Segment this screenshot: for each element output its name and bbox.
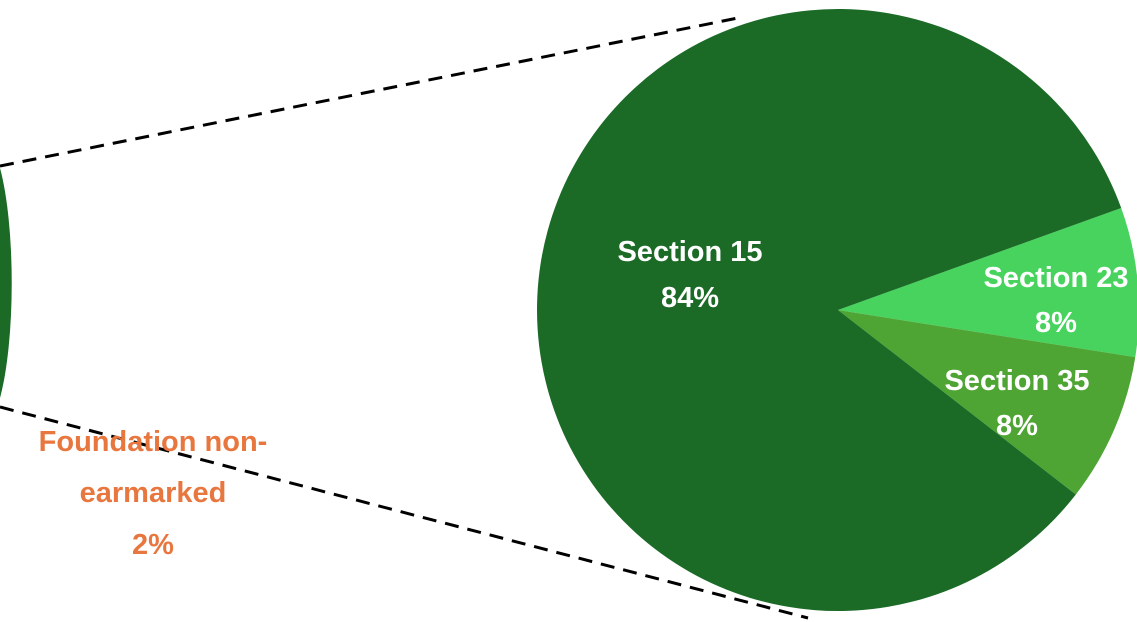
label-foundation-line1: Foundation non- xyxy=(39,426,268,458)
secondary-pie xyxy=(537,9,1137,612)
label-section-23-value: 8% xyxy=(1035,307,1077,339)
connector-line-bottom xyxy=(0,405,809,620)
label-section-35-name: Section 35 xyxy=(944,365,1089,397)
primary-pie-edge xyxy=(0,168,12,398)
label-section-15-name: Section 15 xyxy=(617,236,762,268)
connector-line-top xyxy=(0,16,739,168)
label-section-15-value: 84% xyxy=(661,282,719,314)
slice-section-23 xyxy=(838,208,1137,358)
label-section-35-value: 8% xyxy=(996,410,1038,442)
label-section-23-name: Section 23 xyxy=(983,262,1128,294)
label-foundation-value: 2% xyxy=(132,529,174,561)
slice-section-35 xyxy=(838,310,1136,495)
label-foundation-line2: earmarked xyxy=(80,477,227,509)
slice-section-15 xyxy=(537,9,1122,612)
